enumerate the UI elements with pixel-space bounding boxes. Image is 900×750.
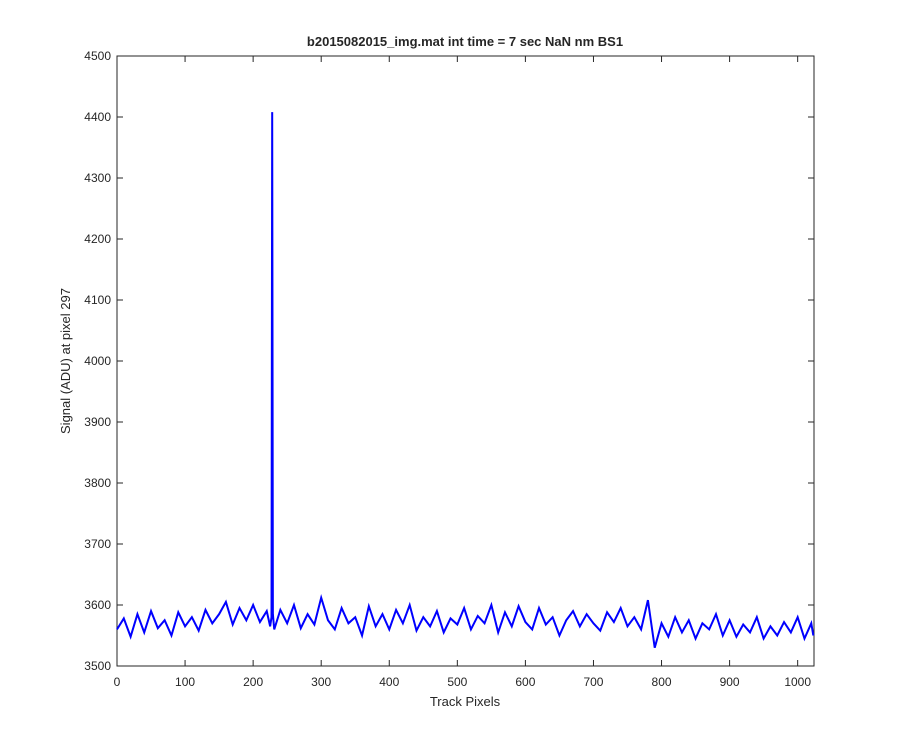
x-tick-label: 300 xyxy=(311,675,331,689)
x-tick-label: 0 xyxy=(114,675,121,689)
y-tick-label: 4300 xyxy=(84,171,111,185)
x-tick-label: 500 xyxy=(447,675,467,689)
x-tick-label: 200 xyxy=(243,675,263,689)
y-tick-label: 4100 xyxy=(84,293,111,307)
chart-title: b2015082015_img.mat int time = 7 sec NaN… xyxy=(307,34,623,49)
y-tick-label: 3600 xyxy=(84,598,111,612)
data-line xyxy=(116,112,815,648)
x-tick-label: 100 xyxy=(175,675,195,689)
y-tick-label: 4200 xyxy=(84,232,111,246)
y-tick-label: 3700 xyxy=(84,537,111,551)
x-axis-label: Track Pixels xyxy=(430,694,501,709)
y-tick-label: 4500 xyxy=(84,49,111,63)
y-axis-label: Signal (ADU) at pixel 297 xyxy=(58,288,73,434)
x-tick-label: 600 xyxy=(515,675,535,689)
y-tick-label: 3900 xyxy=(84,415,111,429)
x-tick-label: 700 xyxy=(583,675,603,689)
x-tick-label: 1000 xyxy=(784,675,811,689)
y-tick-label: 3500 xyxy=(84,659,111,673)
x-tick-label: 800 xyxy=(652,675,672,689)
y-tick-label: 4000 xyxy=(84,354,111,368)
y-tick-label: 3800 xyxy=(84,476,111,490)
x-tick-label: 900 xyxy=(720,675,740,689)
plot-area xyxy=(116,55,815,667)
y-tick-label: 4400 xyxy=(84,110,111,124)
x-tick-label: 400 xyxy=(379,675,399,689)
